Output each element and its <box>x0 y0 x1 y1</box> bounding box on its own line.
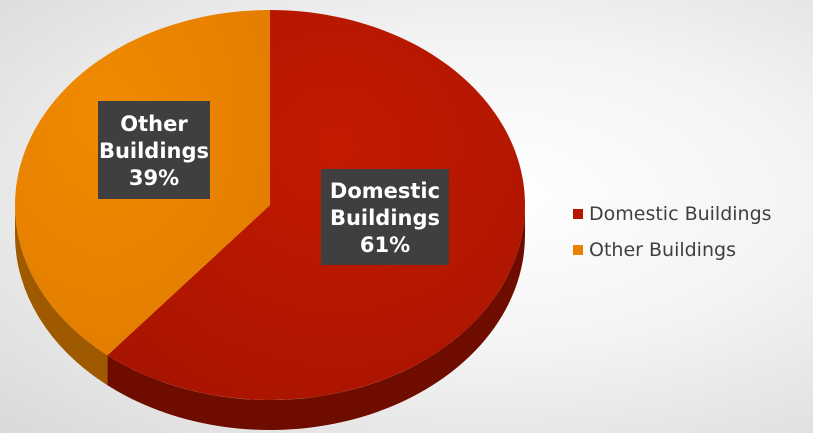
data-label-line: Other <box>120 112 188 136</box>
data-label-domestic-buildings: Domestic Buildings 61% <box>321 169 449 265</box>
data-label-line: Domestic <box>330 179 440 203</box>
data-label-other-buildings: Other Buildings 39% <box>98 101 210 199</box>
data-label-line: Buildings <box>99 139 209 163</box>
legend-swatch-domestic-buildings <box>573 209 583 219</box>
data-labels: Domestic Buildings 61% Other Buildings 39% <box>98 101 449 265</box>
slice-sides <box>15 205 526 430</box>
slice-side-other-buildings <box>15 205 108 386</box>
slice-domestic-buildings <box>107 10 526 400</box>
legend-label-domestic-buildings: Domestic Buildings <box>589 203 772 225</box>
legend-item-other-buildings: Other Buildings <box>573 232 772 268</box>
legend-swatch-other-buildings <box>573 245 583 255</box>
legend-item-domestic-buildings: Domestic Buildings <box>573 196 772 232</box>
legend-label-other-buildings: Other Buildings <box>589 239 736 261</box>
legend: Domestic Buildings Other Buildings <box>573 196 772 268</box>
data-label-line: Buildings <box>330 206 440 230</box>
slice-side-domestic-buildings <box>107 205 526 430</box>
data-label-line: 61% <box>360 233 410 257</box>
data-label-line: 39% <box>129 166 179 190</box>
data-label-box <box>98 101 210 199</box>
data-label-box <box>321 169 449 265</box>
